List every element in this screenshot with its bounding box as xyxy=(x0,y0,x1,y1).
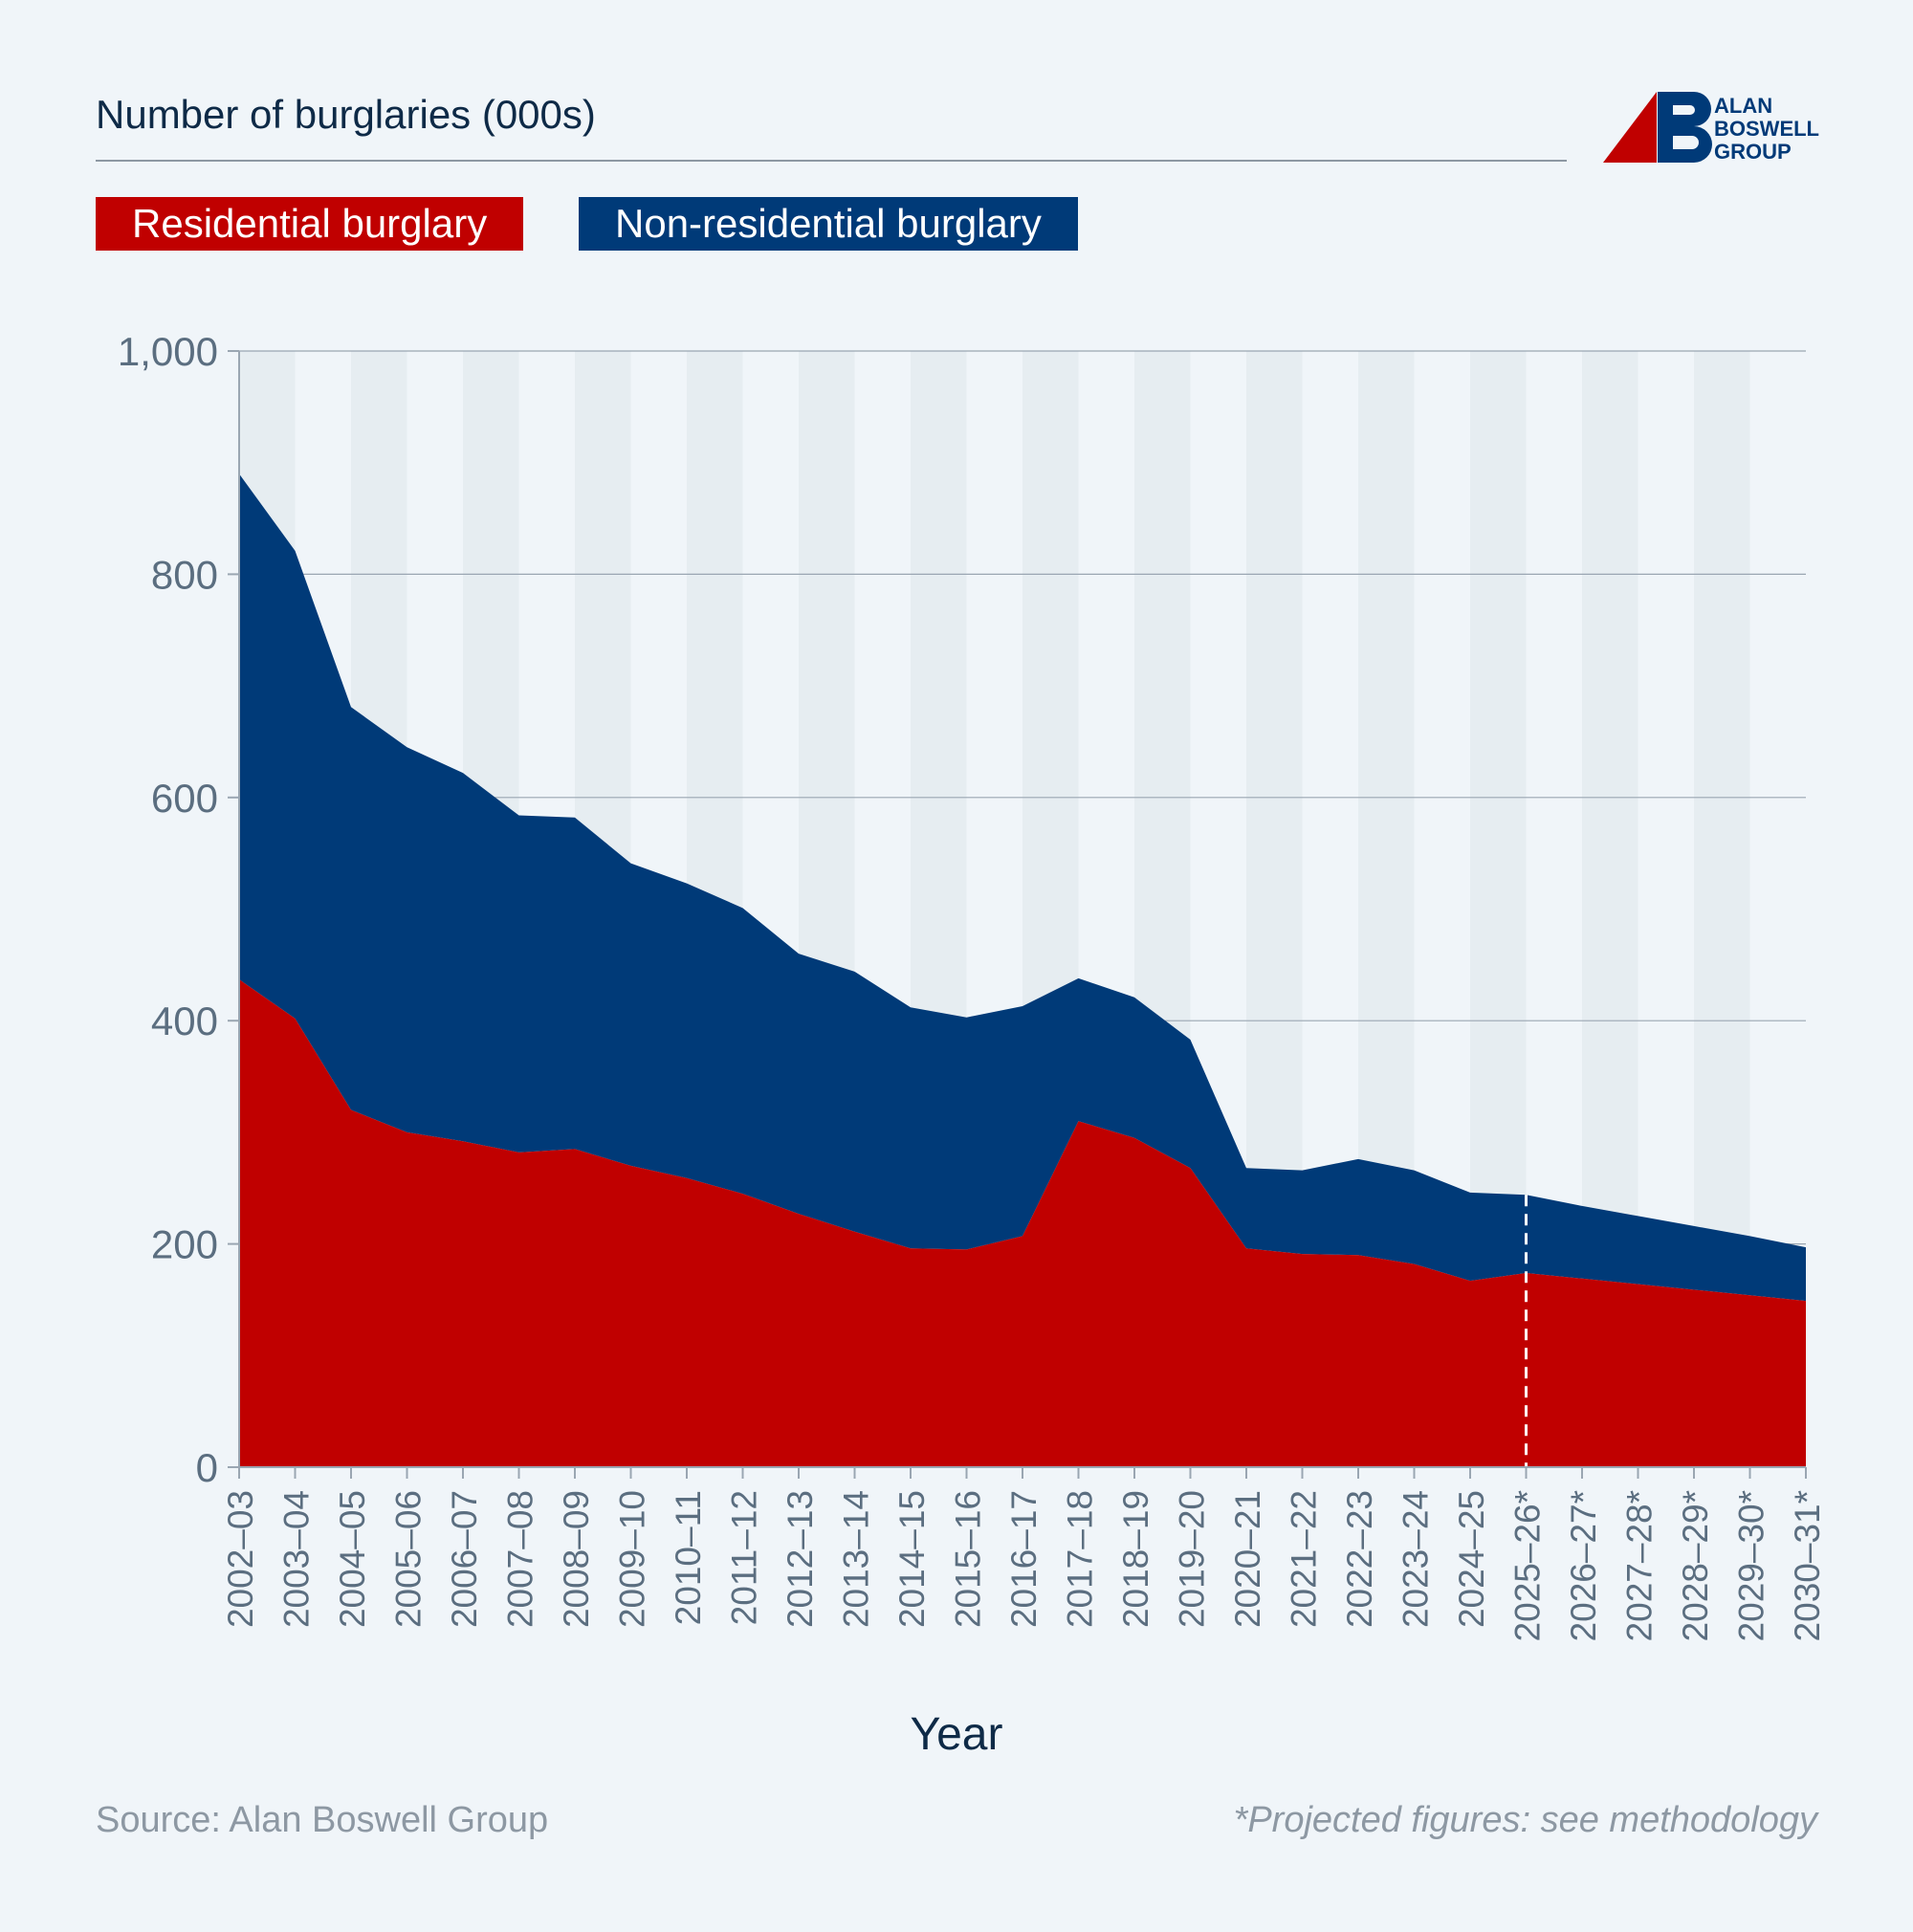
series-area-residential xyxy=(239,979,1806,1467)
x-tick-label: 2006–07 xyxy=(445,1490,484,1628)
x-tick-label: 2024–25 xyxy=(1452,1490,1491,1628)
x-tick-label: 2013–14 xyxy=(837,1490,876,1628)
x-tick-label: 2025–26* xyxy=(1508,1490,1548,1641)
legend-label-non-residential: Non-residential burglary xyxy=(615,201,1042,246)
y-tick-label: 600 xyxy=(151,776,218,821)
burglary-area-chart: 0 200 400 600 800 1,000 2002–03 2003–04 2004–05 2… xyxy=(118,329,1827,1641)
y-tick-label: 1,000 xyxy=(118,329,218,374)
series-area-non-residential xyxy=(239,473,1806,1302)
x-tick-label: 2021–22 xyxy=(1285,1490,1324,1628)
logo-line-2: BOSWELL xyxy=(1714,117,1819,141)
x-tick-label: 2028–29* xyxy=(1676,1490,1715,1641)
x-tick-label: 2007–08 xyxy=(501,1490,540,1628)
x-tick-label: 2016–17 xyxy=(1004,1490,1044,1628)
title-divider xyxy=(96,160,1567,162)
y-tick-label: 200 xyxy=(151,1222,218,1267)
legend-label-residential: Residential burglary xyxy=(132,201,488,246)
logo-triangle xyxy=(1603,92,1657,163)
x-tick-label: 2011–12 xyxy=(725,1490,764,1625)
source-note: Source: Alan Boswell Group xyxy=(96,1800,549,1840)
x-tick-label: 2017–18 xyxy=(1061,1490,1100,1628)
x-tick-label: 2009–10 xyxy=(613,1490,652,1628)
x-tick-label: 2029–30* xyxy=(1732,1490,1771,1641)
x-tick-label: 2027–28* xyxy=(1620,1490,1660,1641)
x-tick-label: 2030–31* xyxy=(1788,1490,1827,1641)
x-tick-label: 2019–20 xyxy=(1173,1490,1212,1628)
logo-line-3: GROUP xyxy=(1714,140,1792,164)
y-tick-label: 0 xyxy=(196,1445,218,1490)
y-tick-label: 400 xyxy=(151,999,218,1043)
x-tick-label: 2026–27* xyxy=(1564,1490,1603,1641)
chart-title: Number of burglaries (000s) xyxy=(96,92,596,137)
logo-b xyxy=(1658,92,1712,163)
projection-footnote: *Projected figures: see methodology xyxy=(1233,1800,1817,1840)
x-tick-label: 2015–16 xyxy=(949,1490,988,1628)
x-tick-label: 2022–23 xyxy=(1340,1490,1379,1628)
x-tick-label: 2005–06 xyxy=(389,1490,429,1628)
x-tick-label: 2018–19 xyxy=(1116,1490,1155,1628)
logo-line-1: ALAN xyxy=(1714,94,1772,118)
x-tick-label: 2004–05 xyxy=(333,1490,372,1628)
x-tick-label: 2014–15 xyxy=(892,1490,932,1628)
legend-item-residential: Residential burglary xyxy=(96,197,524,251)
x-tick-label: 2002–03 xyxy=(221,1490,260,1628)
y-tick-label: 800 xyxy=(151,552,218,597)
x-axis-title: Year xyxy=(910,1709,1003,1760)
x-tick-label: 2008–09 xyxy=(557,1490,596,1628)
x-tick-label: 2010–11 xyxy=(669,1490,708,1625)
x-tick-label: 2012–13 xyxy=(781,1490,820,1628)
x-tick-label: 2023–24 xyxy=(1396,1490,1436,1628)
x-tick-label: 2020–21 xyxy=(1228,1490,1267,1628)
legend-item-non-residential: Non-residential burglary xyxy=(579,197,1078,251)
abg-logo-icon: ALAN BOSWELL GROUP xyxy=(1603,92,1819,164)
x-tick-label: 2003–04 xyxy=(277,1490,317,1628)
